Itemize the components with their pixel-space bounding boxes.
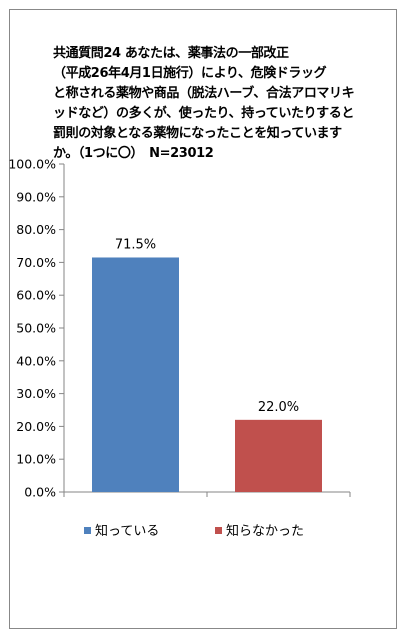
legend-swatch-1	[84, 527, 91, 534]
y-tick-label: 70.0%	[16, 255, 56, 270]
y-tick-label: 80.0%	[16, 222, 56, 237]
y-tick-label: 0.0%	[24, 485, 56, 500]
bar-1	[92, 257, 179, 492]
data-label-2: 22.0%	[258, 400, 299, 415]
y-tick-label: 100.0%	[8, 157, 56, 172]
chart-frame	[9, 9, 397, 629]
y-tick-label: 10.0%	[16, 452, 56, 467]
y-tick-label: 60.0%	[16, 288, 56, 303]
y-tick-label: 50.0%	[16, 321, 56, 336]
data-label-1: 71.5%	[115, 237, 156, 252]
y-tick-label: 90.0%	[16, 189, 56, 204]
bar-2	[235, 419, 322, 492]
y-tick-label: 40.0%	[16, 353, 56, 368]
legend-swatch-2	[215, 527, 222, 534]
legend-label-2: 知らなかった	[226, 523, 304, 539]
y-tick-label: 20.0%	[16, 419, 56, 434]
legend-label-1: 知っている	[95, 523, 159, 539]
chart-title: 共通質問24 あなたは、薬事法の一部改正 （平成26年4月1日施行）により、危険…	[53, 46, 355, 161]
y-tick-label: 30.0%	[16, 386, 56, 401]
